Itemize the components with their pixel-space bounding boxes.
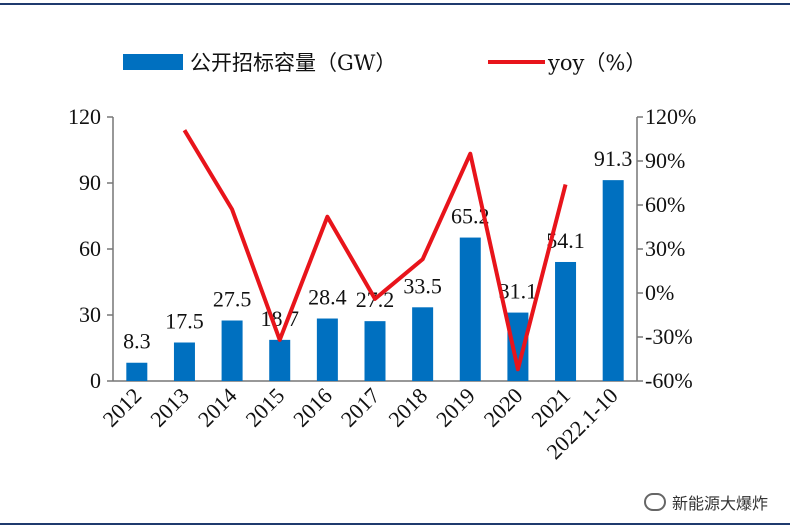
chat-bubble-icon bbox=[643, 493, 666, 511]
right-tick-label: 90% bbox=[645, 148, 685, 173]
x-tick-label: 2017 bbox=[336, 383, 385, 432]
line-series bbox=[182, 129, 568, 372]
bar bbox=[221, 320, 243, 381]
bar bbox=[555, 261, 577, 381]
legend-bar-label: 公开招标容量（GW） bbox=[190, 51, 396, 75]
left-tick-label: 0 bbox=[90, 368, 101, 393]
x-tick-label: 2012 bbox=[98, 383, 147, 432]
bar bbox=[459, 237, 481, 381]
legend-line-label: yoy（%） bbox=[547, 51, 646, 75]
left-tick-label: 120 bbox=[68, 104, 101, 129]
bar bbox=[507, 312, 529, 381]
bar bbox=[412, 307, 434, 381]
bar-data-label: 33.5 bbox=[403, 273, 442, 298]
x-tick-label: 2016 bbox=[288, 383, 337, 432]
left-tick-labels: 0 30 60 90 120 bbox=[68, 104, 113, 393]
bar-data-label: 31.1 bbox=[499, 279, 538, 304]
bar-data-label: 8.3 bbox=[123, 329, 151, 354]
left-tick-label: 30 bbox=[79, 302, 101, 327]
bar-data-label: 28.4 bbox=[308, 285, 347, 310]
right-tick-labels: -60% -30% 0% 30% 60% 90% 120% bbox=[637, 104, 696, 393]
bar bbox=[316, 318, 338, 381]
watermark-text: 新能源大爆炸 bbox=[671, 494, 768, 513]
bar-data-label: 91.3 bbox=[594, 146, 633, 171]
left-tick-label: 60 bbox=[79, 236, 101, 261]
bar-data-label: 27.5 bbox=[213, 287, 252, 312]
bar bbox=[364, 321, 386, 381]
x-tick-labels: 2012201320142015201620172018201920202021… bbox=[98, 383, 623, 464]
x-tick-label: 2014 bbox=[193, 383, 242, 432]
right-tick-label: 120% bbox=[645, 104, 696, 129]
bar bbox=[126, 362, 148, 381]
x-tick-label: 2013 bbox=[145, 383, 194, 432]
right-tick-label: 60% bbox=[645, 192, 685, 217]
bar bbox=[602, 180, 624, 381]
bar-data-label: 17.5 bbox=[165, 309, 204, 334]
bar bbox=[269, 339, 291, 381]
right-tick-label: -60% bbox=[645, 368, 693, 393]
right-tick-label: -30% bbox=[645, 324, 693, 349]
x-tick-label: 2019 bbox=[431, 383, 480, 432]
bar-series bbox=[126, 180, 624, 381]
bar bbox=[173, 342, 195, 381]
x-tick-label: 2015 bbox=[240, 383, 289, 432]
watermark: 新能源大爆炸 bbox=[643, 490, 768, 514]
right-tick-label: 0% bbox=[645, 280, 674, 305]
x-tick-label: 2018 bbox=[383, 383, 432, 432]
legend-bar-swatch bbox=[123, 54, 183, 70]
x-tick-label: 2020 bbox=[479, 383, 528, 432]
legend: 公开招标容量（GW） yoy（%） bbox=[123, 51, 646, 75]
left-tick-label: 90 bbox=[79, 170, 101, 195]
right-tick-label: 30% bbox=[645, 236, 685, 261]
